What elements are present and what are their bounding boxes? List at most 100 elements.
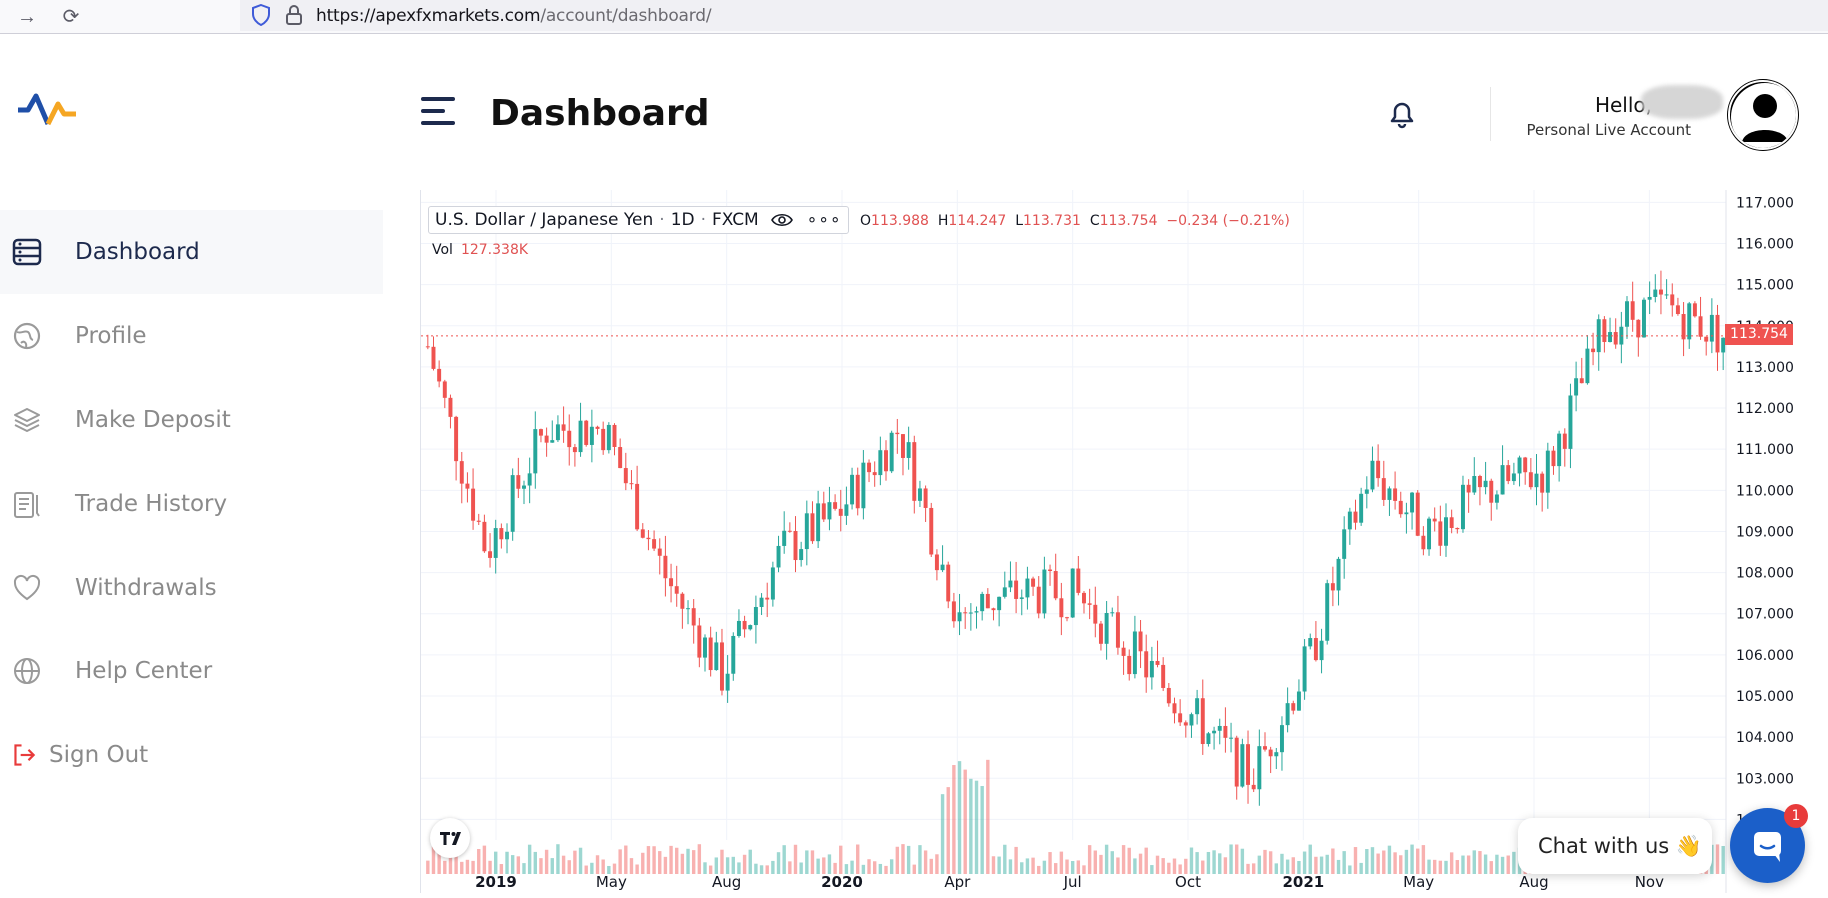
sidebar-item-label: Sign Out xyxy=(49,742,149,768)
volume-bar xyxy=(1297,860,1301,874)
volume-bar xyxy=(1483,854,1488,874)
volume-bar xyxy=(788,861,792,874)
candle-body xyxy=(793,530,798,561)
candle-body xyxy=(1460,484,1465,530)
volume-bar xyxy=(1438,860,1443,874)
volume-bar xyxy=(1031,857,1035,874)
volume-bar xyxy=(1155,855,1160,874)
candle-body xyxy=(821,503,826,520)
candle-body xyxy=(940,564,945,571)
tradingview-logo[interactable] xyxy=(430,818,470,858)
avatar[interactable] xyxy=(1728,80,1798,150)
candle-body xyxy=(1438,521,1443,546)
more-icon[interactable]: ∘∘∘ xyxy=(806,210,842,230)
reload-icon[interactable]: ⟳ xyxy=(62,6,80,28)
sidebar-item-help-center[interactable]: Help Center xyxy=(0,629,383,713)
candle-body xyxy=(731,635,736,674)
heart-icon xyxy=(13,574,41,601)
candle-body xyxy=(1534,473,1539,488)
volume-bar xyxy=(731,856,735,874)
candle-body xyxy=(1528,472,1533,488)
candle-body xyxy=(697,625,702,658)
candle-body xyxy=(810,513,815,542)
chart-legend[interactable]: U.S. Dollar / Japanese Yen · 1D · FXCM ∘… xyxy=(428,206,849,234)
candle-body xyxy=(917,488,922,501)
candle-body xyxy=(895,432,900,435)
bell-icon[interactable] xyxy=(1386,97,1418,129)
candle-body xyxy=(550,440,555,443)
candle-body xyxy=(1115,612,1120,648)
volume-bar xyxy=(1353,847,1358,874)
candle-body xyxy=(1579,378,1584,384)
forward-icon[interactable]: → xyxy=(17,6,37,28)
address-bar[interactable] xyxy=(240,0,1828,31)
candle-body xyxy=(510,475,515,532)
candle-body xyxy=(703,637,707,658)
source-label: FXCM xyxy=(712,210,759,230)
sidebar-item-profile[interactable]: Profile xyxy=(0,294,383,378)
candle-body xyxy=(1625,301,1629,327)
candle-body xyxy=(1342,529,1347,559)
menu-icon[interactable] xyxy=(421,97,455,125)
volume-bar xyxy=(1076,860,1081,874)
volume-bar xyxy=(1093,850,1097,874)
volume-bar xyxy=(1348,865,1352,874)
volume-bar xyxy=(1161,858,1165,874)
volume-bar xyxy=(1308,844,1312,874)
sidebar-item-withdrawals[interactable]: Withdrawals xyxy=(0,546,383,630)
candle-body xyxy=(1302,646,1307,692)
candle-body xyxy=(1506,465,1511,482)
candle-body xyxy=(1149,660,1154,678)
candle-body xyxy=(1421,535,1426,550)
page-title: Dashboard xyxy=(490,93,710,134)
volume-bar xyxy=(957,761,962,874)
candle-body xyxy=(425,346,430,348)
volume-bar xyxy=(578,847,583,874)
candle-body xyxy=(1642,299,1646,338)
candle-body xyxy=(957,612,962,622)
candle-body xyxy=(471,488,476,521)
volume-bar xyxy=(1082,865,1086,874)
tradingview-icon xyxy=(440,832,461,845)
candle-body xyxy=(669,578,674,587)
volume-bar xyxy=(906,845,911,874)
volume-bar xyxy=(550,858,554,874)
volume-legend: Vol 127.338K xyxy=(432,242,529,258)
candle-body xyxy=(578,420,583,453)
candle-body xyxy=(1291,703,1296,711)
volume-bar xyxy=(1302,851,1307,874)
eye-icon[interactable] xyxy=(770,212,793,228)
volume-bar xyxy=(974,780,979,874)
url-text[interactable]: https://apexfxmarkets.com/account/dashbo… xyxy=(316,6,712,26)
chat-with-us-bubble[interactable]: Chat with us 👋 xyxy=(1518,818,1712,874)
sidebar-item-make-deposit[interactable]: Make Deposit xyxy=(0,378,383,462)
price-chart[interactable]: 117.000116.000115.000114.000113.000112.0… xyxy=(421,190,1828,893)
candle-body xyxy=(1336,558,1341,591)
sidebar-item-trade-history[interactable]: Trade History xyxy=(0,462,383,546)
tradingview-chart[interactable]: 117.000116.000115.000114.000113.000112.0… xyxy=(420,190,1828,893)
candle-body xyxy=(1347,511,1352,530)
volume-bar xyxy=(1291,857,1295,874)
candle-body xyxy=(1093,604,1098,624)
volume-bar xyxy=(1325,854,1329,874)
y-tick-label: 112.000 xyxy=(1736,401,1794,417)
candle-body xyxy=(1721,337,1726,353)
sidebar-item-sign-out[interactable]: Sign Out xyxy=(0,713,383,797)
candle-body xyxy=(499,528,504,540)
candle-body xyxy=(997,596,1002,611)
candle-body xyxy=(1246,744,1251,785)
volume-bar xyxy=(1466,855,1471,874)
volume-bar xyxy=(1421,845,1426,874)
volume-bar xyxy=(872,861,877,874)
volume-bar xyxy=(969,778,973,874)
candle-body xyxy=(1455,527,1460,530)
candle-body xyxy=(567,430,572,448)
volume-bar xyxy=(1370,847,1375,874)
candle-body xyxy=(595,426,600,429)
volume-bar xyxy=(725,857,730,874)
volume-bar xyxy=(816,858,820,874)
sidebar-item-dashboard[interactable]: Dashboard xyxy=(0,210,383,294)
volume-bar xyxy=(539,858,543,874)
candle-body xyxy=(1664,294,1669,296)
volume-bar xyxy=(1427,859,1431,874)
